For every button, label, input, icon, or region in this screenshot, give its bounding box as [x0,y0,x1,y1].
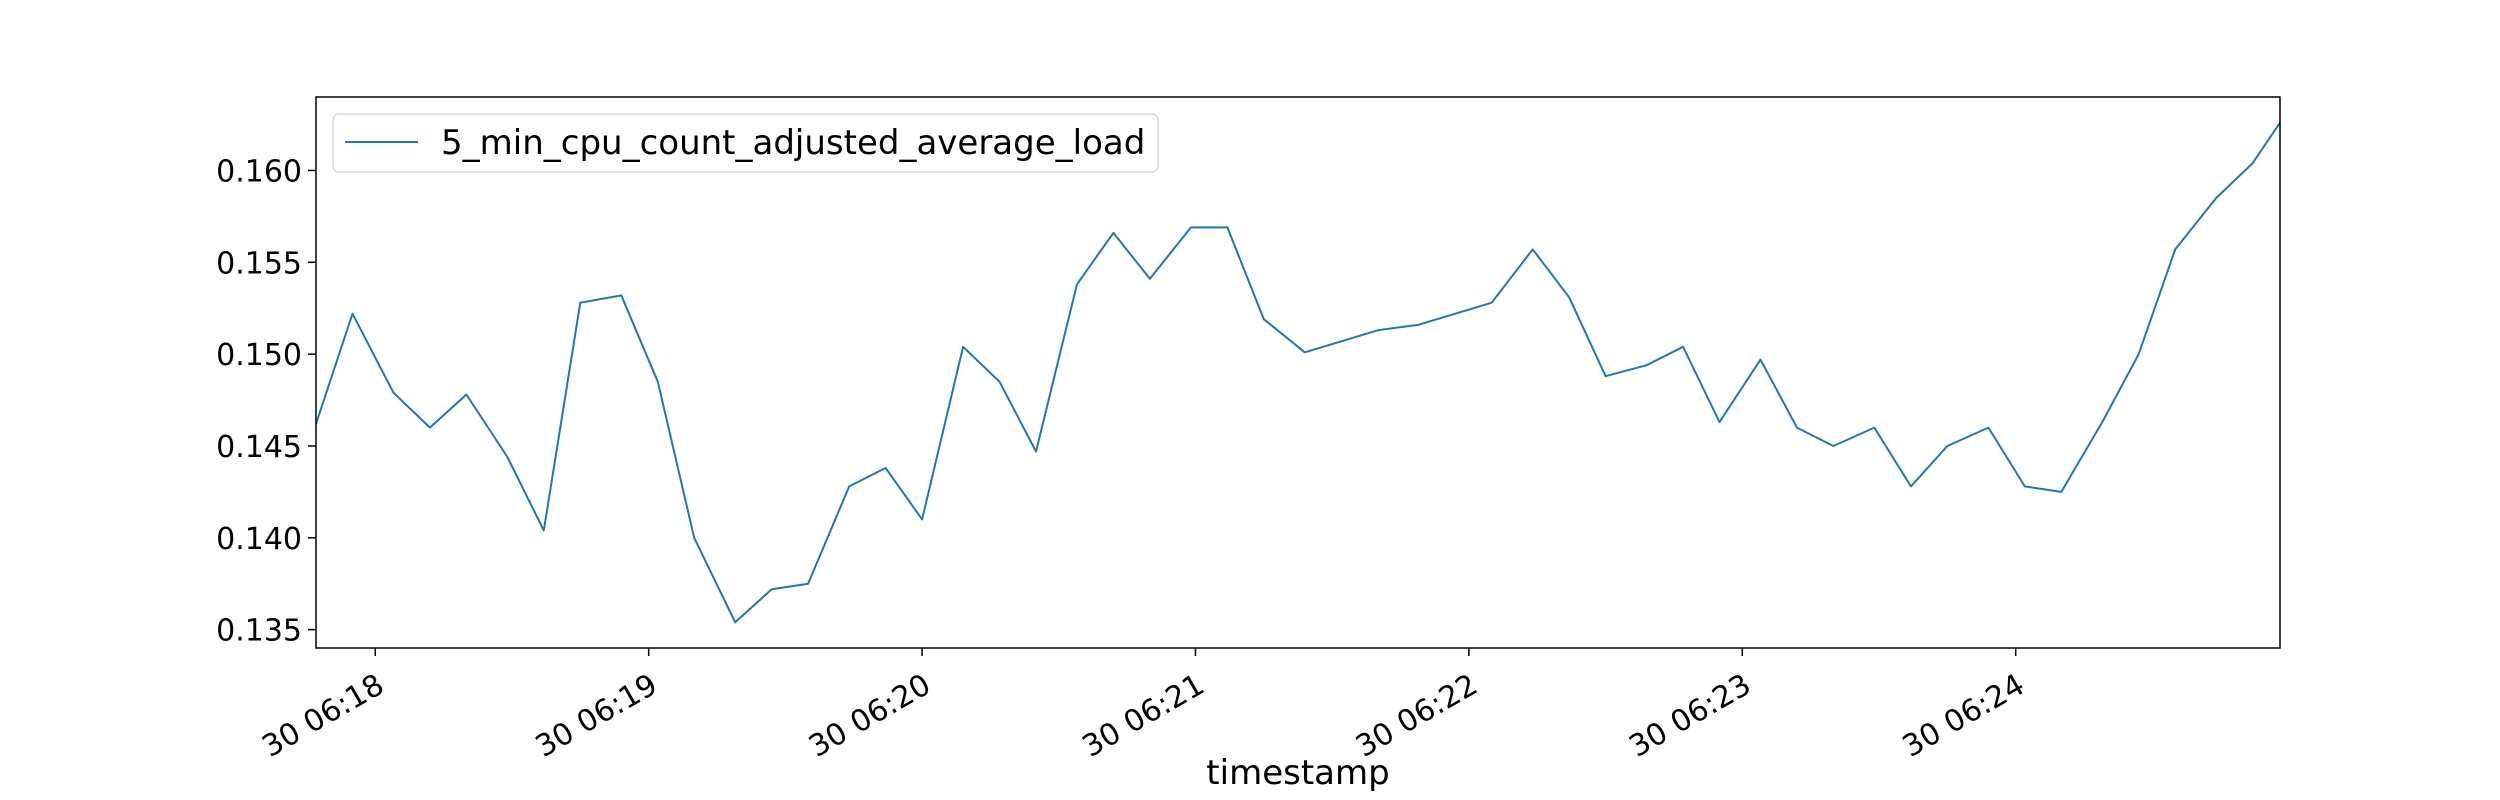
y-tick-label: 0.145 [216,430,302,465]
x-axis-label: timestamp [1206,753,1389,793]
x-tick-label: 30 06:22 [1350,667,1484,764]
x-tick-label: 30 06:24 [1897,667,2031,764]
legend-label: 5_min_cpu_count_adjusted_average_load [441,123,1145,163]
y-tick-label: 0.140 [216,522,302,557]
x-tick-label: 30 06:20 [803,667,937,764]
y-tick-label: 0.150 [216,338,302,373]
y-tick-label: 0.135 [216,614,302,649]
x-tick-label: 30 06:23 [1623,667,1757,764]
x-tick-label: 30 06:18 [256,667,390,764]
plot-area [315,122,2281,624]
x-tick-label: 30 06:21 [1077,667,1211,764]
y-axis: 0.135 0.140 0.145 0.150 0.155 0.160 [216,154,316,649]
axes-frame [315,96,2281,649]
y-tick-label: 0.160 [216,154,302,189]
x-tick-label: 30 06:19 [530,667,664,764]
legend: 5_min_cpu_count_adjusted_average_load [332,113,1159,173]
legend-box [332,113,1159,173]
series-line-0 [315,122,2281,624]
x-axis: 30 06:18 30 06:19 30 06:20 30 06:21 30 06:22… [256,648,2030,765]
y-tick-label: 0.155 [216,246,302,281]
